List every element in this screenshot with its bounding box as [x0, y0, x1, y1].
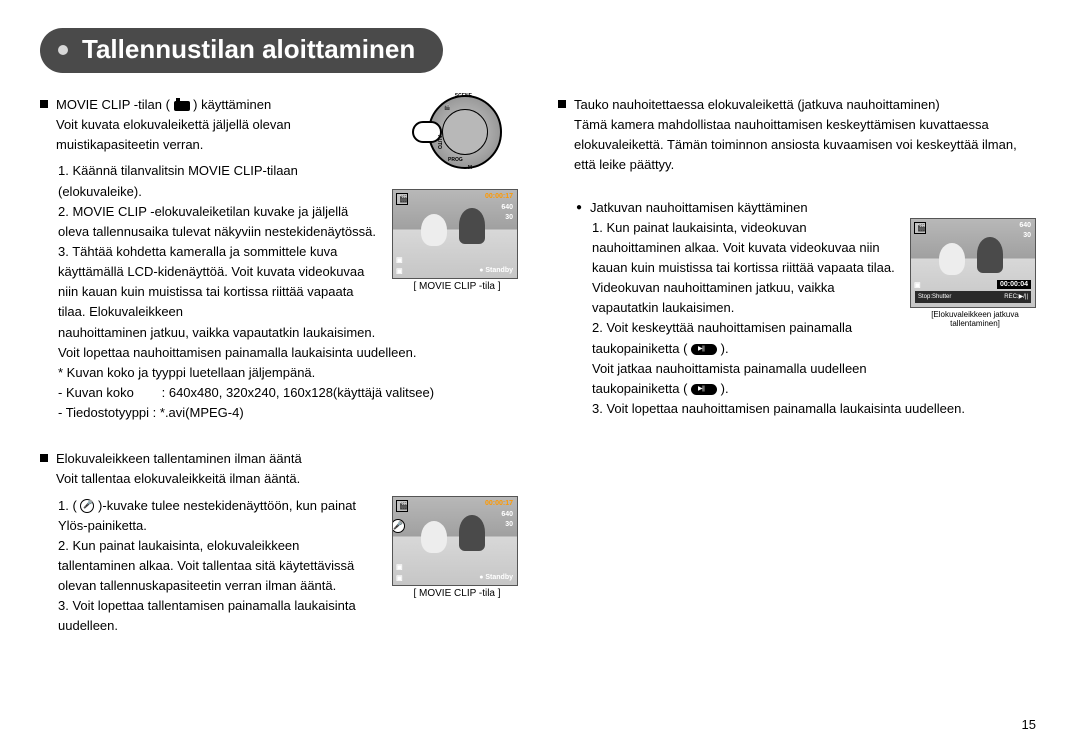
lcd-preview-2: 🎬 🎤 00:00:17 640 30 ▣ ● Standby ▣ — [392, 496, 518, 586]
bullet-icon — [40, 100, 48, 108]
sec2-intro: Voit tallentaa elokuvaleikkeitä ilman ää… — [56, 471, 300, 486]
pause-button-icon — [691, 384, 717, 395]
illustration-lcd-3: 🎬 640 30 Stop:Shutter REC:▶/|| 00:00:04 … — [910, 218, 1040, 328]
sec1-heading-post: ) käyttäminen — [193, 97, 271, 112]
right-column: Tauko nauhoitettaessa elokuvaleikettä (j… — [558, 95, 1040, 637]
size-label: - Kuvan koko — [58, 383, 158, 403]
sec1-step1: 1. Käännä tilanvalitsin MOVIE CLIP-tilaa… — [58, 161, 380, 201]
right-sec1-heading: Tauko nauhoitettaessa elokuvaleikettä (j… — [574, 97, 940, 112]
sec2-step1: 1. ( )-kuvake tulee nestekidenäyttöön, k… — [58, 496, 380, 536]
lcd3-res: 640 — [1019, 222, 1031, 229]
pill-dot — [58, 45, 68, 55]
sec1-step3b: nauhoittaminen jatkuu, vaikka vapautatki… — [58, 323, 522, 343]
illustration-lcd-2: 🎬 🎤 00:00:17 640 30 ▣ ● Standby ▣ [ MOVI… — [392, 496, 522, 599]
sec1-step3a: 3. Tähtää kohdetta kameralla ja sommitte… — [58, 242, 380, 323]
lcd1-caption: [ MOVIE CLIP -tila ] — [392, 281, 522, 292]
right-subheading-row: ● Jatkuvan nauhoittamisen käyttäminen — [576, 198, 1040, 218]
lcd1-standby: ● Standby — [479, 267, 513, 274]
right-step1: 1. Kun painat laukaisinta, videokuvan na… — [592, 218, 898, 319]
illustration-dial-lcd: SCENE 🎬 AUTO PROG M 🎬 00:00:17 640 30 ▣ … — [392, 95, 522, 292]
sec1-size-row: - Kuvan koko : 640x480, 320x240, 160x128… — [58, 383, 522, 403]
sec1-note: * Kuvan koko ja tyyppi luetellaan jäljem… — [58, 363, 522, 383]
sec2-heading: Elokuvaleikkeen tallentaminen ilman äänt… — [56, 451, 302, 466]
mic-off-icon — [80, 499, 94, 513]
page-number: 15 — [1022, 717, 1036, 732]
mic-callout-icon: 🎤 — [392, 519, 405, 533]
size-val: : 640x480, 320x240, 160x128(käyttäjä val… — [162, 385, 434, 400]
lcd3-time: 00:00:04 — [997, 280, 1031, 289]
right-step3: 3. Voit lopettaa nauhoittamisen painamal… — [592, 399, 1040, 419]
lcd3-stop: Stop:Shutter — [918, 294, 951, 300]
sec1-step3c: Voit lopettaa nauhoittamisen painamalla … — [58, 343, 522, 363]
right-subheading: Jatkuvan nauhoittamisen käyttäminen — [590, 198, 808, 218]
sec2-step2: 2. Kun painat laukaisinta, elokuvaleikke… — [58, 536, 380, 596]
pause-button-icon — [691, 344, 717, 355]
sec1-heading-pre: MOVIE CLIP -tilan ( — [56, 97, 170, 112]
lcd3-caption: [Elokuvaleikkeen jatkuva tallentaminen] — [910, 310, 1040, 328]
right-step2: 2. Voit keskeyttää nauhoittamisen painam… — [592, 318, 898, 399]
lcd2-time: 00:00:17 — [485, 500, 513, 507]
right-sec1-heading-row: Tauko nauhoitettaessa elokuvaleikettä (j… — [558, 95, 1040, 176]
page-title-pill: Tallennustilan aloittaminen — [40, 28, 443, 73]
content-columns: MOVIE CLIP -tilan ( ) käyttäminen Voit k… — [40, 95, 1040, 637]
left-column: MOVIE CLIP -tilan ( ) käyttäminen Voit k… — [40, 95, 522, 637]
right-sec1-intro: Tämä kamera mahdollistaa nauhoittamisen … — [574, 117, 1017, 172]
sec1-intro: Voit kuvata elokuvaleikettä jäljellä ole… — [56, 117, 291, 152]
left-sec2-heading-row: Elokuvaleikkeen tallentaminen ilman äänt… — [40, 449, 522, 489]
lcd2-res: 640 — [501, 511, 513, 518]
lcd-preview-3: 🎬 640 30 Stop:Shutter REC:▶/|| 00:00:04 … — [910, 218, 1036, 308]
lcd3-fps: 30 — [1023, 232, 1031, 239]
sec2-step3: 3. Voit lopettaa tallentamisen painamall… — [58, 596, 380, 636]
page-title: Tallennustilan aloittaminen — [82, 34, 415, 65]
lcd2-standby: ● Standby — [479, 574, 513, 581]
lcd1-fps: 30 — [505, 214, 513, 221]
bullet-icon — [558, 100, 566, 108]
sec1-type: - Tiedostotyyppi : *.avi(MPEG-4) — [58, 403, 522, 423]
lcd-preview-1: 🎬 00:00:17 640 30 ▣ ● Standby ▣ — [392, 189, 518, 279]
bullet-icon — [40, 454, 48, 462]
lcd1-res: 640 — [501, 204, 513, 211]
lcd2-fps: 30 — [505, 521, 513, 528]
lcd1-time: 00:00:17 — [485, 193, 513, 200]
mode-dial-illustration: SCENE 🎬 AUTO PROG M — [412, 95, 502, 185]
left-sec1-heading: MOVIE CLIP -tilan ( ) käyttäminen Voit k… — [40, 95, 380, 155]
lcd3-rec: REC:▶/|| — [1004, 293, 1028, 300]
movie-mode-icon — [174, 101, 190, 111]
lcd2-caption: [ MOVIE CLIP -tila ] — [392, 588, 522, 599]
sec1-step2: 2. MOVIE CLIP -elokuvaleiketilan kuvake … — [58, 202, 380, 242]
